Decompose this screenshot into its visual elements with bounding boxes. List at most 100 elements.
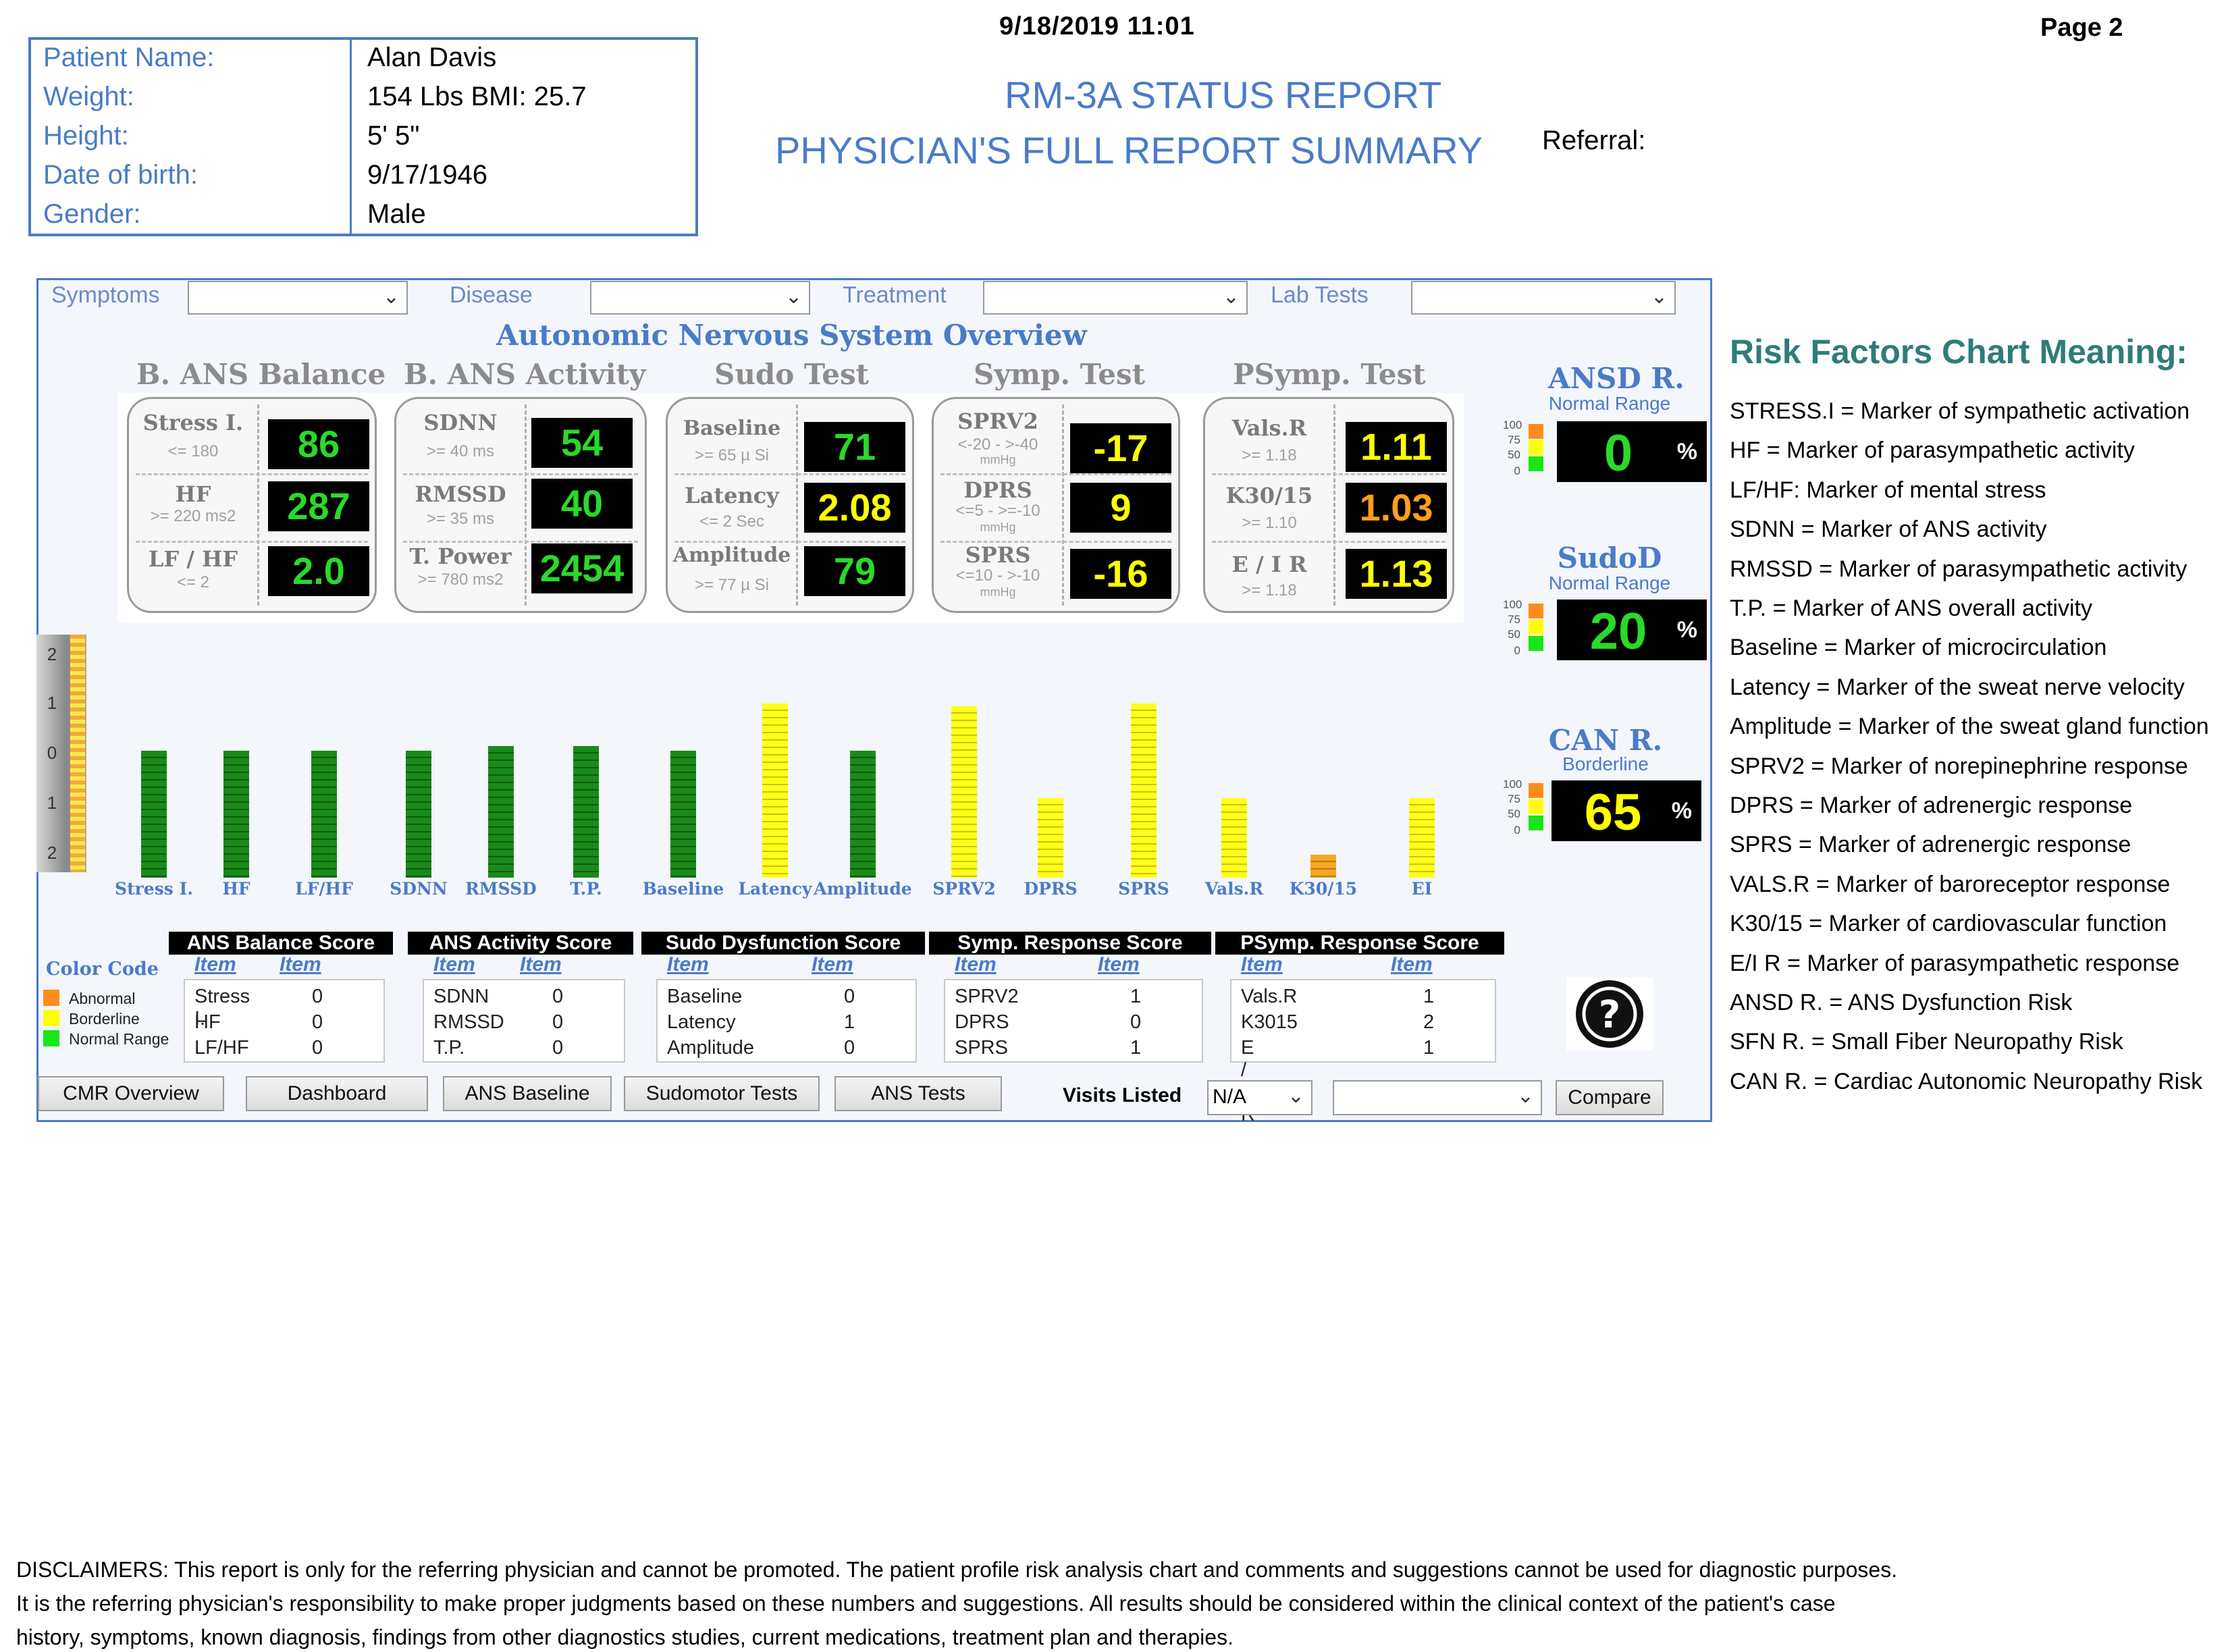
sudod-value: 20: [1589, 603, 1647, 660]
metric-name: Latency: [685, 483, 779, 508]
score-item: HF: [194, 1011, 221, 1033]
help-button[interactable]: ?: [1566, 978, 1653, 1050]
cmr-overview-button[interactable]: CMR Overview: [38, 1076, 224, 1111]
metric-normal: >= 1.18: [1242, 581, 1297, 599]
sudod-status: Normal Range: [1548, 572, 1671, 593]
card-divider: [1212, 541, 1445, 543]
dob-label: Date of birth:: [43, 160, 198, 190]
patient-name-label: Patient Name:: [43, 43, 215, 72]
risk-factor-line: SDNN = Marker of ANS activity: [1730, 516, 2047, 543]
score-item: RMSSD: [433, 1011, 504, 1033]
disease-dropdown[interactable]: ⌄: [590, 281, 810, 315]
gauge-borderline-swatch: [1529, 440, 1543, 455]
ansd-r-status: Normal Range: [1548, 393, 1671, 414]
percent-sign: %: [1671, 798, 1692, 824]
gauge-abnormal-swatch: [1529, 783, 1543, 798]
gauge-borderline-swatch: [1529, 620, 1543, 635]
symptoms-dropdown[interactable]: ⌄: [188, 281, 408, 315]
chart-x-label: Baseline: [642, 879, 724, 899]
weight-value: 154 Lbs BMI: 25.7: [367, 82, 587, 111]
metric-normal: >= 40 ms: [426, 442, 495, 460]
visits-dropdown-value: N/A: [1213, 1086, 1247, 1108]
section-title-sudo-test: Sudo Test: [714, 358, 870, 391]
metric-name: LF / HF: [148, 546, 238, 572]
visit-compare-dropdown[interactable]: ⌄: [1333, 1080, 1542, 1115]
chart-x-label: HF: [222, 879, 250, 899]
report-title: RM-3A STATUS REPORT: [1005, 74, 1442, 116]
item-column-header: Item: [194, 953, 236, 976]
score-value: 0: [552, 1037, 564, 1059]
risk-factor-line: ANSD R. = ANS Dysfunction Risk: [1730, 990, 2073, 1015]
can-r-status: Borderline: [1562, 753, 1649, 774]
can-r-value: 65: [1584, 784, 1642, 841]
gauge-scale-label: 75: [1508, 433, 1520, 446]
risk-factor-line: RMSSD = Marker of parasympathetic activi…: [1730, 556, 2187, 582]
risk-factor-line: Latency = Marker of the sweat nerve velo…: [1730, 674, 2185, 700]
card-divider: [674, 473, 905, 475]
patient-row: Patient Name: Alan Davis: [31, 43, 695, 82]
metric-name: RMSSD: [415, 481, 506, 507]
chart-x-label: T.P.: [570, 879, 602, 899]
metric-normal: >= 65 µ Si: [695, 446, 769, 464]
metric-normal: <= 180: [167, 442, 219, 460]
dashboard-button[interactable]: Dashboard: [246, 1076, 428, 1111]
metric-value-baseline: 71: [804, 422, 905, 472]
metric-value-sdnn: 54: [531, 418, 633, 468]
gauge-abnormal-swatch: [1529, 604, 1543, 618]
metric-value-vals-r: 1.11: [1346, 422, 1447, 472]
disclaimer: DISCLAIMERS: This report is only for the…: [16, 1553, 2217, 1652]
treatment-label: Treatment: [843, 282, 947, 308]
lab-tests-dropdown[interactable]: ⌄: [1411, 281, 1676, 315]
patient-box-divider: [350, 40, 352, 234]
score-table-title: ANS Activity Score: [408, 932, 633, 955]
gauge-scale-label: 100: [1503, 778, 1522, 791]
metric-normal: >= 77 µ Si: [695, 576, 769, 594]
sudomotor-tests-button[interactable]: Sudomotor Tests: [624, 1076, 820, 1111]
chart-bar: [1131, 703, 1157, 878]
card-divider: [257, 404, 259, 606]
metric-card-ans-activity: SDNN >= 40 ms 54 RMSSD >= 35 ms 40 T. Po…: [394, 397, 647, 613]
abnormal-swatch: [43, 990, 59, 1006]
metric-name: DPRS: [963, 477, 1032, 503]
patient-info-box: Patient Name: Alan Davis Weight: 154 Lbs…: [28, 37, 698, 236]
gauge-scale-label: 0: [1514, 824, 1520, 836]
percent-sign: %: [1676, 439, 1697, 464]
y-tick: 2: [47, 644, 57, 664]
chart-bar: [141, 751, 167, 878]
visits-listed-label: Visits Listed: [1063, 1084, 1182, 1107]
score-table-title: PSymp. Response Score: [1215, 932, 1504, 955]
gauge-abnormal-swatch: [1529, 424, 1543, 439]
section-title-symp-test: Symp. Test: [974, 358, 1145, 391]
ans-tests-button[interactable]: ANS Tests: [834, 1076, 1002, 1111]
risk-factor-line: SFN R. = Small Fiber Neuropathy Risk: [1730, 1029, 2123, 1055]
risk-factor-line: T.P. = Marker of ANS overall activity: [1730, 595, 2092, 621]
risk-factors-title: Risk Factors Chart Meaning:: [1730, 333, 2187, 371]
score-value: 0: [312, 986, 323, 1007]
score-value: 0: [552, 1011, 564, 1033]
card-divider: [136, 473, 368, 475]
score-value: 0: [312, 1037, 323, 1059]
patient-row: Date of birth: 9/17/1946: [31, 160, 695, 199]
gauge-scale-label: 50: [1508, 628, 1520, 641]
risk-factor-line: DPRS = Marker of adrenergic response: [1730, 793, 2133, 818]
score-table-title: Symp. Response Score: [929, 932, 1211, 955]
metric-name: Baseline: [683, 417, 781, 440]
y-tick: 1: [47, 693, 57, 713]
metric-value-sprv2: -17: [1070, 423, 1171, 473]
treatment-dropdown[interactable]: ⌄: [983, 281, 1248, 315]
item-column-header: Item: [1241, 953, 1283, 976]
color-code-title: Color Code: [46, 959, 159, 980]
chevron-down-icon: ⌄: [785, 286, 802, 308]
chevron-down-icon: ⌄: [1222, 286, 1240, 308]
ans-baseline-button[interactable]: ANS Baseline: [443, 1076, 612, 1111]
chart-x-label: Vals.R: [1204, 879, 1264, 899]
score-item: K3015: [1241, 1011, 1298, 1033]
metric-unit: mmHg: [980, 521, 1016, 534]
risk-factor-line: CAN R. = Cardiac Autonomic Neuropathy Ri…: [1730, 1068, 2203, 1094]
metric-value-hf: 287: [268, 481, 369, 531]
metric-normal: >= 35 ms: [426, 510, 495, 528]
card-divider: [403, 541, 638, 543]
patient-row: Weight: 154 Lbs BMI: 25.7: [31, 82, 695, 121]
visits-dropdown[interactable]: N/A ⌄: [1207, 1080, 1312, 1115]
compare-button[interactable]: Compare: [1556, 1080, 1664, 1115]
